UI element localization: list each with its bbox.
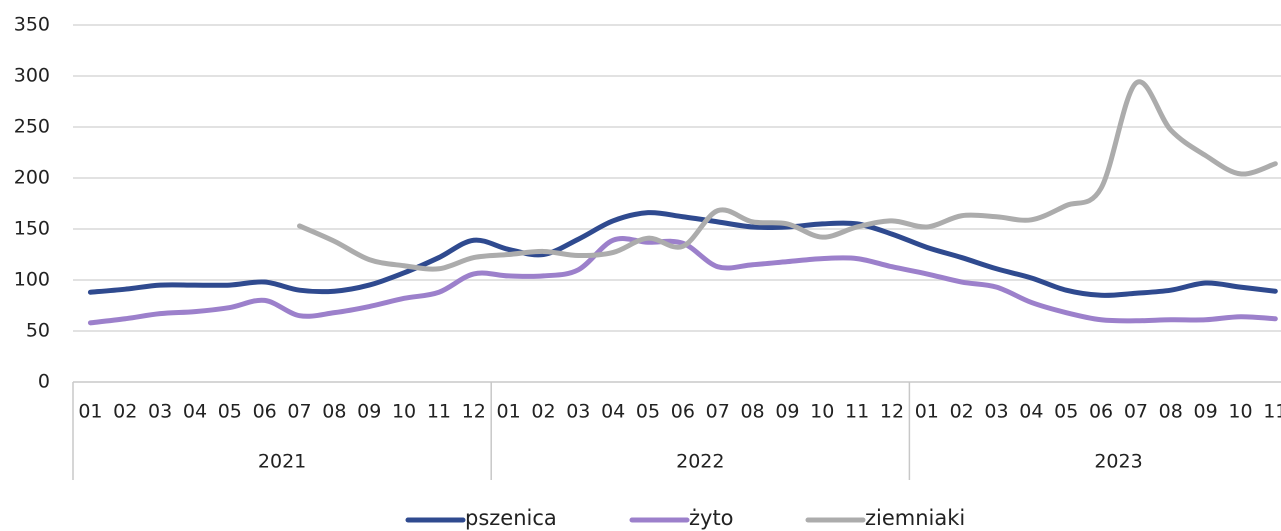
y-tick-label: 0 [38, 371, 50, 393]
y-tick-label: 50 [26, 320, 50, 342]
x-tick-label: 03 [148, 401, 172, 423]
x-tick-label: 10 [1228, 401, 1252, 423]
x-tick-label: 12 [880, 401, 904, 423]
x-tick-label: 01 [497, 401, 521, 423]
x-tick-label: 11 [845, 401, 869, 423]
x-tick-label: 12 [462, 401, 486, 423]
x-tick-label: 06 [671, 401, 695, 423]
series-line [87, 236, 1278, 326]
x-tick-label: 08 [322, 401, 346, 423]
x-tick-label: 09 [775, 401, 799, 423]
y-tick-label: 200 [14, 167, 50, 189]
x-tick-label: 04 [1019, 401, 1043, 423]
x-tick-label: 06 [1089, 401, 1113, 423]
group-label: 2023 [1094, 451, 1142, 473]
series-line [87, 210, 1278, 298]
x-tick-label: 07 [287, 401, 311, 423]
x-tick-label: 03 [984, 401, 1008, 423]
y-tick-label: 350 [14, 14, 50, 36]
x-tick-label: 02 [113, 401, 137, 423]
y-tick-label: 250 [14, 116, 50, 138]
x-tick-label: 07 [1124, 401, 1148, 423]
group-label: 2022 [676, 451, 724, 473]
legend-label: ziemniaki [865, 506, 965, 530]
x-tick-label: 11 [1263, 401, 1281, 423]
group-label: 2021 [258, 451, 306, 473]
x-tick-label: 02 [950, 401, 974, 423]
x-tick-label: 04 [601, 401, 625, 423]
x-tick-label: 09 [1194, 401, 1218, 423]
y-tick-label: 100 [14, 269, 50, 291]
x-tick-label: 09 [357, 401, 381, 423]
x-tick-label: 08 [1159, 401, 1183, 423]
x-tick-label: 10 [392, 401, 416, 423]
x-tick-label: 11 [427, 401, 451, 423]
series-line [297, 79, 1278, 272]
x-tick-label: 10 [810, 401, 834, 423]
x-tick-label: 07 [706, 401, 730, 423]
legend-label: żyto [689, 506, 734, 530]
x-tick-label: 05 [218, 401, 242, 423]
x-tick-label: 02 [531, 401, 555, 423]
x-tick-label: 01 [915, 401, 939, 423]
x-tick-label: 05 [1054, 401, 1078, 423]
x-tick-label: 05 [636, 401, 660, 423]
y-tick-label: 150 [14, 218, 50, 240]
y-tick-label: 300 [14, 65, 50, 87]
legend-label: pszenica [465, 506, 557, 530]
x-tick-label: 01 [78, 401, 102, 423]
x-tick-label: 04 [183, 401, 207, 423]
x-tick-label: 08 [740, 401, 764, 423]
x-tick-label: 03 [566, 401, 590, 423]
x-tick-label: 06 [253, 401, 277, 423]
